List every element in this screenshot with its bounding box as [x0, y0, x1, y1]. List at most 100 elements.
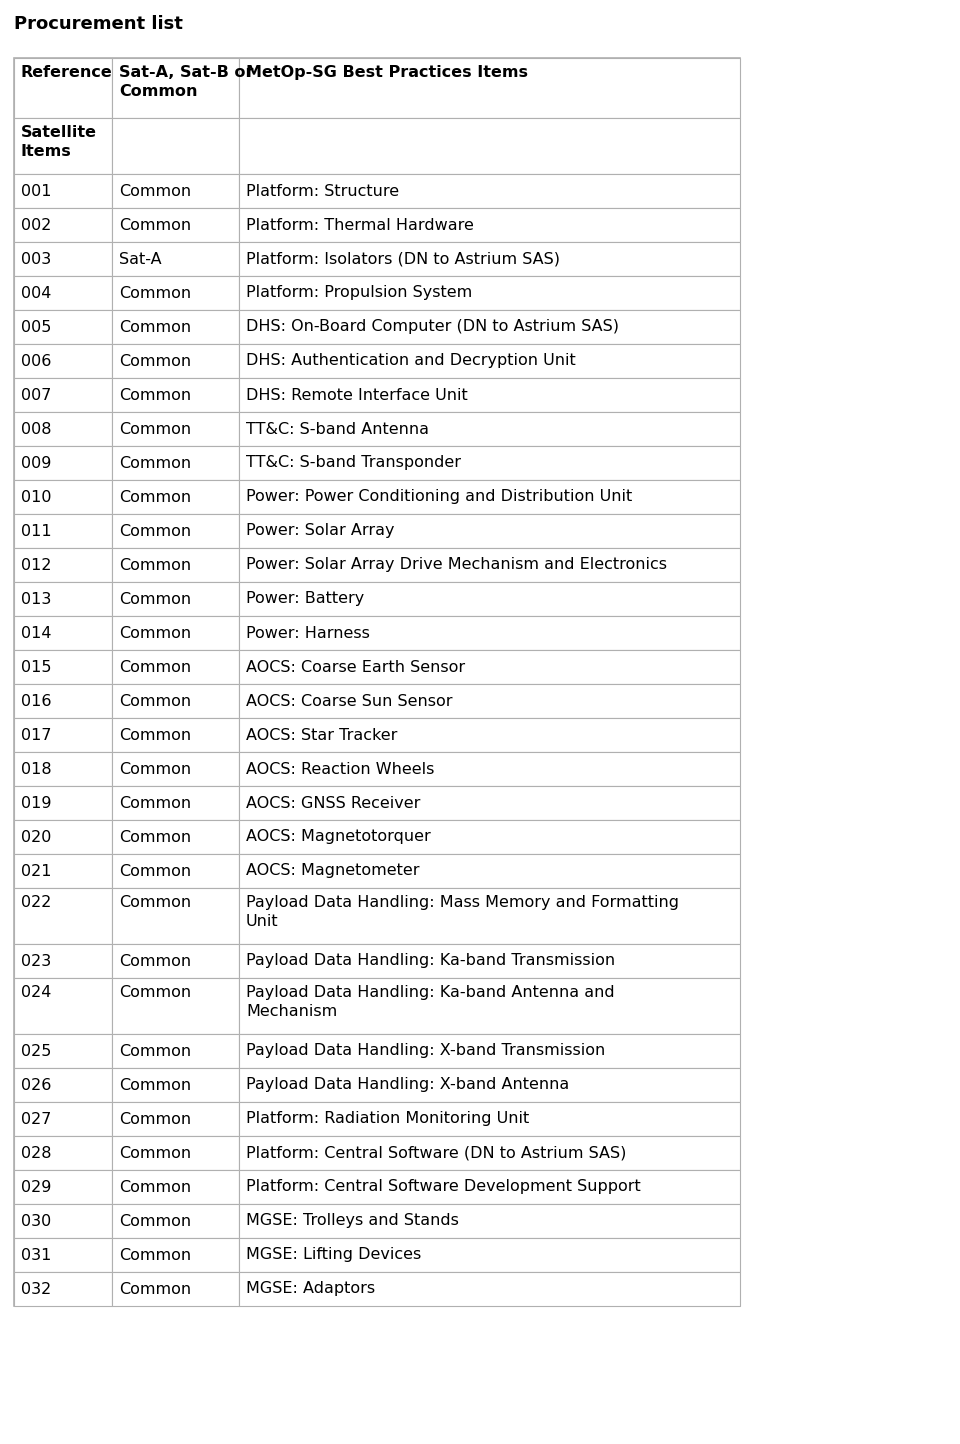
- Text: Common: Common: [119, 660, 191, 674]
- Bar: [14, 549, 112, 582]
- Bar: [14, 514, 112, 549]
- Text: Common: Common: [119, 864, 191, 878]
- Bar: [239, 1272, 740, 1305]
- Text: Satellite
Items: Satellite Items: [21, 126, 97, 159]
- Bar: [14, 1102, 112, 1136]
- Bar: [14, 718, 112, 752]
- Bar: [14, 118, 112, 173]
- Bar: [14, 1204, 112, 1238]
- Text: Common: Common: [119, 422, 191, 436]
- Text: Common: Common: [119, 1281, 191, 1297]
- Bar: [14, 344, 112, 378]
- Bar: [239, 310, 740, 344]
- Bar: [14, 208, 112, 243]
- Bar: [14, 58, 112, 118]
- Bar: [239, 718, 740, 752]
- Text: 007: 007: [21, 387, 52, 403]
- Text: 016: 016: [21, 693, 52, 709]
- Bar: [112, 718, 239, 752]
- Bar: [239, 243, 740, 276]
- Bar: [112, 1238, 239, 1272]
- Text: 015: 015: [21, 660, 52, 674]
- Text: Common: Common: [119, 286, 191, 300]
- Bar: [112, 684, 239, 718]
- Text: 029: 029: [21, 1180, 52, 1194]
- Bar: [112, 549, 239, 582]
- Text: Common: Common: [119, 625, 191, 641]
- Text: 014: 014: [21, 625, 52, 641]
- Text: 001: 001: [21, 183, 52, 198]
- Text: 008: 008: [21, 422, 52, 436]
- Text: Common: Common: [119, 761, 191, 777]
- Text: Platform: Central Software (DN to Astrium SAS): Platform: Central Software (DN to Astriu…: [246, 1145, 627, 1161]
- Text: Common: Common: [119, 490, 191, 504]
- Bar: [239, 479, 740, 514]
- Text: Payload Data Handling: X-band Antenna: Payload Data Handling: X-band Antenna: [246, 1077, 569, 1093]
- Text: Sat-A, Sat-B or
Common: Sat-A, Sat-B or Common: [119, 65, 253, 100]
- Bar: [14, 820, 112, 853]
- Bar: [239, 820, 740, 853]
- Bar: [239, 650, 740, 684]
- Bar: [239, 1238, 740, 1272]
- Bar: [14, 412, 112, 446]
- Text: Procurement list: Procurement list: [14, 14, 182, 33]
- Text: Common: Common: [119, 693, 191, 709]
- Text: Platform: Propulsion System: Platform: Propulsion System: [246, 286, 472, 300]
- Text: Payload Data Handling: Mass Memory and Formatting
Unit: Payload Data Handling: Mass Memory and F…: [246, 895, 679, 928]
- Bar: [112, 1204, 239, 1238]
- Text: DHS: Authentication and Decryption Unit: DHS: Authentication and Decryption Unit: [246, 354, 576, 368]
- Bar: [239, 1034, 740, 1069]
- Bar: [112, 344, 239, 378]
- Text: Common: Common: [119, 1077, 191, 1093]
- Text: Power: Solar Array Drive Mechanism and Electronics: Power: Solar Array Drive Mechanism and E…: [246, 557, 667, 572]
- Bar: [112, 310, 239, 344]
- Bar: [112, 1034, 239, 1069]
- Text: Common: Common: [119, 953, 191, 969]
- Text: TT&C: S-band Transponder: TT&C: S-band Transponder: [246, 455, 461, 471]
- Bar: [112, 582, 239, 617]
- Text: Common: Common: [119, 1112, 191, 1126]
- Bar: [112, 1272, 239, 1305]
- Bar: [14, 888, 112, 944]
- Text: Power: Harness: Power: Harness: [246, 625, 370, 641]
- Text: Common: Common: [119, 557, 191, 572]
- Text: 009: 009: [21, 455, 52, 471]
- Bar: [239, 446, 740, 479]
- Bar: [14, 378, 112, 412]
- Bar: [239, 582, 740, 617]
- Bar: [239, 1069, 740, 1102]
- Text: 005: 005: [21, 319, 52, 335]
- Text: Power: Battery: Power: Battery: [246, 592, 364, 606]
- Bar: [14, 786, 112, 820]
- Bar: [14, 582, 112, 617]
- Bar: [239, 344, 740, 378]
- Bar: [112, 1102, 239, 1136]
- Text: 028: 028: [21, 1145, 52, 1161]
- Bar: [14, 650, 112, 684]
- Bar: [14, 853, 112, 888]
- Bar: [112, 1170, 239, 1204]
- Text: Common: Common: [119, 1145, 191, 1161]
- Bar: [14, 1069, 112, 1102]
- Text: 013: 013: [21, 592, 52, 606]
- Text: AOCS: Magnetometer: AOCS: Magnetometer: [246, 864, 420, 878]
- Text: Reference: Reference: [21, 65, 112, 79]
- Bar: [112, 276, 239, 310]
- Text: Platform: Thermal Hardware: Platform: Thermal Hardware: [246, 218, 474, 232]
- Text: Sat-A: Sat-A: [119, 251, 161, 267]
- Text: Platform: Isolators (DN to Astrium SAS): Platform: Isolators (DN to Astrium SAS): [246, 251, 560, 267]
- Bar: [112, 118, 239, 173]
- Bar: [112, 446, 239, 479]
- Bar: [239, 684, 740, 718]
- Text: Common: Common: [119, 985, 191, 1001]
- Bar: [239, 549, 740, 582]
- Text: Power: Solar Array: Power: Solar Array: [246, 524, 395, 539]
- Bar: [14, 173, 112, 208]
- Bar: [112, 978, 239, 1034]
- Text: MGSE: Lifting Devices: MGSE: Lifting Devices: [246, 1248, 421, 1262]
- Text: 032: 032: [21, 1281, 51, 1297]
- Bar: [112, 514, 239, 549]
- Bar: [239, 888, 740, 944]
- Bar: [14, 752, 112, 786]
- Text: DHS: Remote Interface Unit: DHS: Remote Interface Unit: [246, 387, 468, 403]
